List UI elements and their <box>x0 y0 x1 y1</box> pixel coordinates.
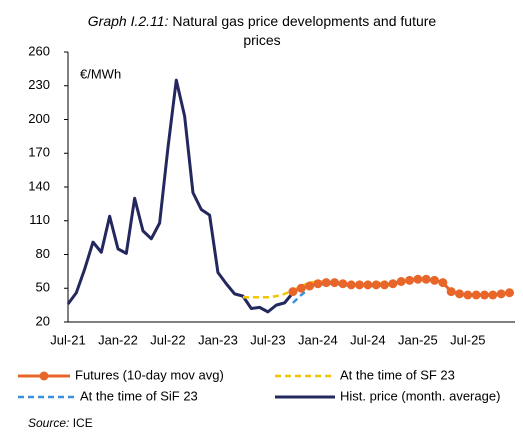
y-tick-label: 110 <box>29 212 50 227</box>
chart-title: Graph I.2.11: Natural gas price developm… <box>82 12 442 50</box>
y-tick-label: 80 <box>36 246 50 261</box>
series-marker <box>355 280 365 290</box>
series-marker <box>396 277 406 286</box>
y-axis-label: €/MWh <box>80 66 121 81</box>
series-marker <box>313 279 323 289</box>
series-marker <box>421 274 431 284</box>
series-marker <box>496 289 506 299</box>
y-tick-label: 50 <box>36 280 50 295</box>
x-tick-label: Jul-23 <box>250 332 285 347</box>
source-text: ICE <box>72 416 93 430</box>
series-marker <box>288 287 298 297</box>
series-marker <box>305 281 315 291</box>
y-tick-label: 170 <box>28 145 50 160</box>
title-label: Graph I.2.11: <box>87 13 169 29</box>
x-tick-label: Jan-24 <box>298 332 338 347</box>
x-tick-label: Jul-21 <box>50 332 85 347</box>
source: Source: ICE <box>28 416 93 430</box>
y-tick-label: 230 <box>28 77 50 92</box>
series-line <box>66 78 295 314</box>
legend-label: Hist. price (month. average) <box>340 388 500 403</box>
x-tick-label: Jul-24 <box>350 332 385 347</box>
series-marker <box>330 278 340 288</box>
legend-label: Futures (10-day mov avg) <box>75 367 224 382</box>
x-tick-label: Jul-25 <box>450 332 485 347</box>
series-marker <box>413 274 423 284</box>
series-marker <box>446 287 456 297</box>
legend-label: At the time of SiF 23 <box>80 388 198 403</box>
title-text: Natural gas price developments and futur… <box>172 13 437 48</box>
y-tick-label: 260 <box>28 43 50 58</box>
source-label: Source: <box>28 416 70 430</box>
x-tick-label: Jul-22 <box>150 332 185 347</box>
legend-label: At the time of SF 23 <box>340 367 455 382</box>
series-marker <box>380 280 390 290</box>
x-tick-label: Jan-22 <box>98 332 138 347</box>
legend-marker <box>39 371 49 381</box>
series-marker <box>438 278 448 288</box>
series-marker <box>363 280 373 290</box>
series-marker <box>455 289 465 299</box>
series-marker <box>488 290 498 300</box>
y-tick-label: 140 <box>28 178 50 193</box>
series-marker <box>504 288 514 298</box>
x-tick-label: Jan-25 <box>398 332 438 347</box>
x-tick-label: Jan-23 <box>198 332 238 347</box>
series-marker <box>388 279 398 289</box>
series-marker <box>338 279 348 289</box>
y-tick-label: 20 <box>36 313 50 328</box>
series-marker <box>296 283 306 293</box>
series-marker <box>371 280 381 290</box>
series-marker <box>463 290 473 300</box>
series-marker <box>471 290 481 300</box>
series-marker <box>405 275 415 285</box>
y-tick-label: 200 <box>28 111 50 126</box>
series-marker <box>346 280 356 290</box>
series-marker <box>480 290 489 300</box>
series-marker <box>430 275 440 285</box>
series-marker <box>321 278 331 288</box>
